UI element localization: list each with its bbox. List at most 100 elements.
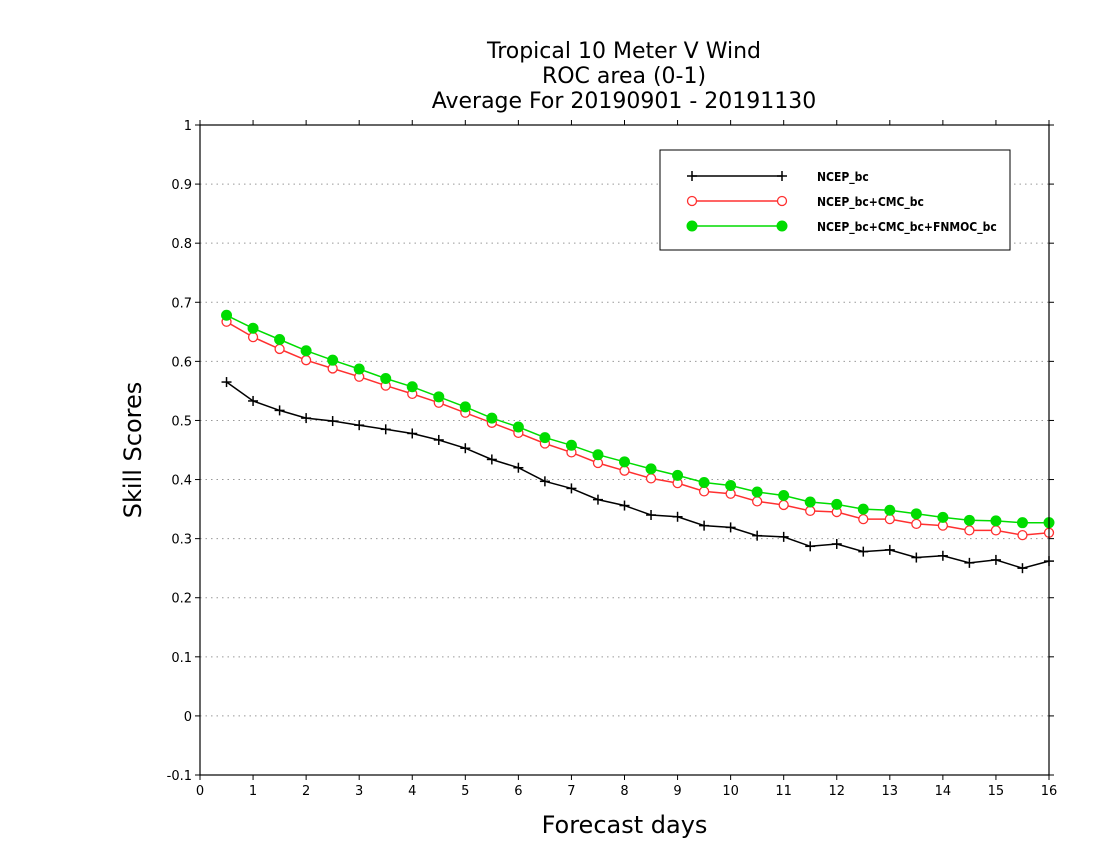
- data-point: [645, 473, 657, 484]
- data-point: [1016, 517, 1028, 529]
- x-tick-label: 9: [673, 784, 681, 799]
- data-point: [778, 499, 789, 511]
- data-point: [619, 500, 630, 511]
- data-point: [911, 518, 922, 530]
- data-point: [964, 557, 975, 568]
- legend: NCEP_bc NCEP_bc+CMC_bc NCEP_bc+CMC_bc+FNMO…: [659, 149, 1011, 251]
- data-point: [433, 434, 444, 445]
- data-point: [752, 530, 763, 541]
- data-point: [884, 504, 896, 516]
- data-point: [964, 525, 975, 536]
- legend-entry: NCEP_bc+CMC_bc: [686, 195, 924, 210]
- y-tick-label: 0.3: [171, 533, 192, 548]
- data-point: [990, 554, 1001, 565]
- data-point: [221, 309, 233, 321]
- data-point: [592, 449, 604, 461]
- data-point: [831, 538, 842, 549]
- data-point: [884, 544, 895, 555]
- data-point: [539, 432, 551, 444]
- y-tick-label: 0.5: [171, 414, 192, 429]
- data-point: [327, 416, 338, 427]
- data-point: [539, 476, 550, 487]
- legend-marker: [687, 171, 697, 181]
- x-axis-label: Forecast days: [542, 811, 708, 839]
- data-point: [274, 405, 285, 416]
- data-point: [460, 443, 471, 454]
- x-tick-label: 6: [514, 784, 522, 799]
- data-point: [221, 377, 232, 388]
- x-tick-label: 12: [828, 784, 845, 799]
- data-point: [486, 454, 497, 465]
- legend-label: NCEP_bc: [817, 170, 869, 185]
- data-point: [751, 486, 763, 498]
- title-line-1: Tropical 10 Meter V Wind: [486, 39, 761, 64]
- data-point: [619, 465, 630, 476]
- data-point: [513, 462, 524, 473]
- data-point: [910, 508, 922, 520]
- data-point: [698, 486, 710, 497]
- data-point: [725, 522, 736, 533]
- y-tick-label: -0.1: [167, 769, 192, 784]
- data-point: [486, 412, 498, 424]
- legend-marker: [686, 220, 698, 232]
- data-point: [937, 550, 948, 561]
- x-tick-label: 5: [461, 784, 469, 799]
- data-point: [619, 456, 630, 468]
- x-tick-label: 2: [302, 784, 310, 799]
- x-tick-label: 13: [882, 784, 899, 799]
- data-point: [858, 546, 869, 557]
- y-tick-label: 0.8: [171, 237, 192, 252]
- x-tick-label: 15: [988, 784, 1005, 799]
- plot-series: [221, 309, 1055, 574]
- series-line: [226, 321, 1050, 536]
- y-tick-label: 1: [184, 119, 192, 134]
- legend-entry: NCEP_bc+CMC_bc+FNMOC_bc: [686, 220, 997, 235]
- y-tick-label: 0.4: [171, 474, 192, 489]
- x-tick-label: 14: [935, 784, 952, 799]
- legend-entry: NCEP_bc: [687, 170, 869, 185]
- data-point: [725, 479, 737, 491]
- series-2: [221, 309, 1055, 529]
- x-tick-label: 0: [196, 784, 204, 799]
- data-point: [804, 496, 816, 508]
- y-axis-label: Skill Scores: [119, 382, 147, 519]
- data-point: [990, 515, 1002, 527]
- data-point: [354, 420, 365, 431]
- data-point: [566, 483, 577, 494]
- series-line: [226, 314, 1049, 524]
- y-tick-label: 0.7: [171, 296, 192, 311]
- data-point: [778, 490, 790, 501]
- title-line-2: ROC area (0-1): [542, 64, 706, 89]
- y-tick-label: 0.1: [171, 651, 192, 666]
- x-tick-label: 3: [355, 784, 363, 799]
- axis-ticks: -0.100.10.20.30.40.50.60.70.80.910 1 2 3 4 5 6…: [167, 119, 1058, 799]
- legend-marker: [776, 220, 788, 232]
- data-point: [672, 469, 684, 481]
- data-point: [937, 511, 949, 523]
- y-tick-label: 0: [184, 710, 192, 725]
- data-point: [778, 531, 789, 542]
- data-point: [353, 363, 365, 375]
- data-point: [645, 463, 657, 475]
- data-point: [592, 494, 603, 505]
- data-point: [646, 510, 657, 520]
- data-point: [274, 334, 286, 345]
- data-point: [752, 496, 763, 507]
- data-point: [406, 381, 418, 393]
- data-point: [857, 503, 869, 515]
- data-point: [672, 511, 683, 522]
- data-point: [1017, 529, 1028, 541]
- y-tick-label: 0.2: [171, 592, 192, 607]
- y-tick-label: 0.6: [171, 355, 192, 370]
- legend-label: NCEP_bc+CMC_bc: [817, 195, 924, 210]
- x-tick-label: 1: [249, 784, 257, 799]
- legend-marker: [686, 195, 698, 207]
- title-line-3: Average For 20190901 - 20191130: [432, 89, 817, 114]
- data-point: [274, 343, 285, 355]
- data-point: [380, 424, 391, 435]
- data-point: [433, 391, 445, 403]
- x-tick-label: 16: [1041, 784, 1058, 799]
- data-point: [300, 355, 312, 366]
